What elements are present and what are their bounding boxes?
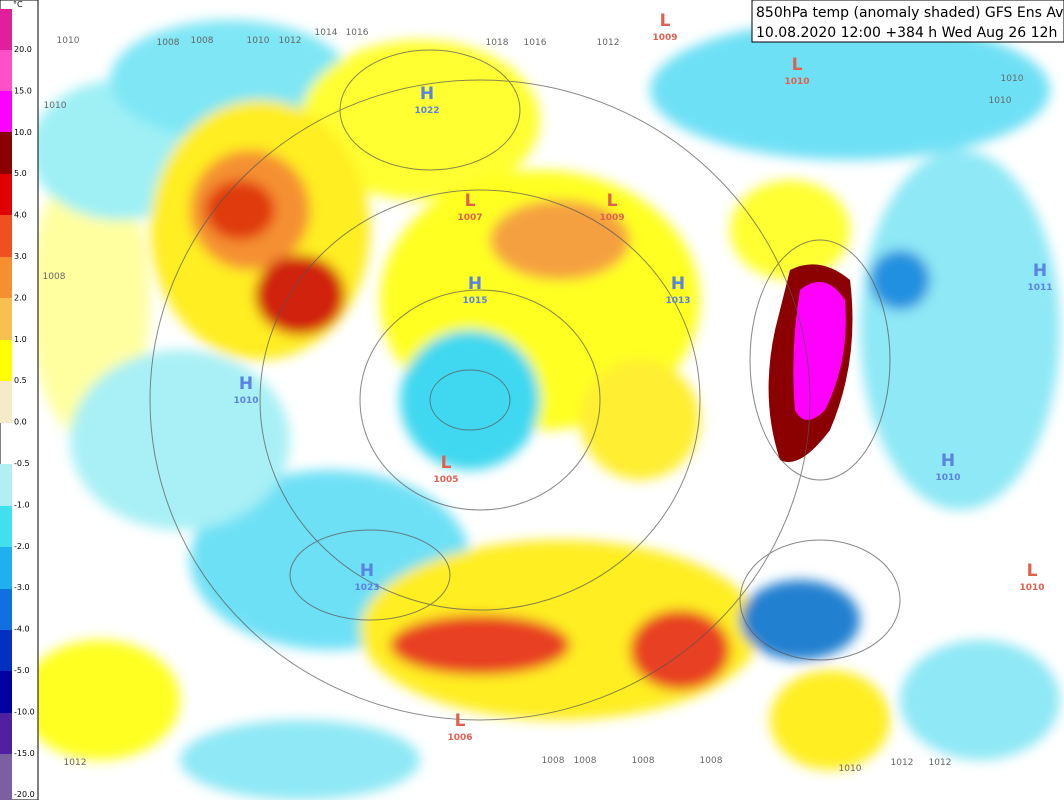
- isobar-label: 1008: [574, 756, 597, 766]
- pressure-center-value: 1023: [354, 583, 379, 593]
- pressure-center-value: 1010: [784, 77, 809, 87]
- pressure-center-value: 1010: [935, 473, 960, 483]
- legend-label: -2.0: [14, 542, 30, 551]
- isobar-label: 1008: [700, 756, 723, 766]
- isobar-label: 1016: [346, 28, 369, 38]
- isobar-label: 1008: [157, 38, 180, 48]
- isobar-label: 1014: [315, 28, 338, 38]
- isobar-label: 1016: [524, 38, 547, 48]
- legend-unit: °C: [13, 0, 23, 9]
- legend-label: 3.0: [14, 252, 27, 261]
- isobar-label: 1008: [191, 36, 214, 46]
- pressure-center-value: 1011: [1027, 283, 1052, 293]
- pressure-center-type: H: [360, 561, 374, 581]
- legend-label: -4.0: [14, 625, 30, 634]
- legend-label: -3.0: [14, 583, 30, 592]
- pressure-center-value: 1022: [414, 106, 439, 116]
- pressure-center-value: 1005: [433, 475, 458, 485]
- legend-label: -0.5: [14, 459, 30, 468]
- isobar-label: 1012: [929, 758, 952, 768]
- pressure-center-value: 1010: [233, 396, 258, 406]
- isobar-label: 1010: [247, 36, 270, 46]
- isobar-label: 1010: [44, 101, 67, 111]
- siberia-heat: [768, 264, 853, 462]
- legend-label: 10.0: [14, 128, 32, 137]
- isobar-label: 1008: [542, 756, 565, 766]
- pressure-center-value: 1009: [599, 213, 624, 223]
- title-line-2: 10.08.2020 12:00 +384 h Wed Aug 26 12h: [756, 25, 1057, 41]
- pressure-center-type: L: [441, 453, 452, 473]
- pressure-center-type: L: [792, 55, 803, 75]
- title-line-1: 850hPa temp (anomaly shaded) GFS Ens Avg: [756, 5, 1064, 21]
- isobar-label: 1010: [989, 96, 1012, 106]
- legend-label: 4.0: [14, 211, 27, 220]
- pressure-center-type: L: [1027, 561, 1038, 581]
- legend-label: 2.0: [14, 293, 27, 302]
- pressure-center-type: H: [671, 274, 685, 294]
- anomaly-shading: [20, 20, 1060, 800]
- pressure-center-value: 1015: [462, 296, 487, 306]
- isobars: [149, 49, 901, 721]
- pressure-center-value: 1010: [1019, 583, 1044, 593]
- legend-label: -1.0: [14, 500, 30, 509]
- isobar-label: 1008: [632, 756, 655, 766]
- isobar-label: 1012: [891, 758, 914, 768]
- legend-label: 0.5: [14, 376, 27, 385]
- isobar-label: 1010: [57, 36, 80, 46]
- legend-label: -20.0: [14, 790, 35, 799]
- isobar-label: 1012: [64, 758, 87, 768]
- legend-label: 20.0: [14, 45, 32, 54]
- pressure-center-type: H: [1033, 261, 1047, 281]
- title-box: [751, 0, 1064, 43]
- pressure-center-type: L: [607, 191, 618, 211]
- pressure-center-type: H: [941, 451, 955, 471]
- legend-label: -5.0: [14, 666, 30, 675]
- pressure-center-type: H: [420, 84, 434, 104]
- legend-label: -10.0: [14, 707, 35, 716]
- isobar-label: 1010: [1001, 74, 1024, 84]
- pressure-center-type: H: [239, 374, 253, 394]
- pressure-center-value: 1013: [665, 296, 690, 306]
- isobar-label: 1008: [43, 272, 66, 282]
- isobar-label: 1012: [279, 36, 302, 46]
- isobar-label: 1018: [486, 38, 509, 48]
- pressure-center-value: 1007: [457, 213, 482, 223]
- pressure-center-value: 1009: [652, 33, 677, 43]
- legend-label: 15.0: [14, 86, 32, 95]
- legend-label: 0.0: [14, 418, 27, 427]
- legend-label: -15.0: [14, 749, 35, 758]
- legend-label: 1.0: [14, 335, 27, 344]
- isobar-label: 1012: [597, 38, 620, 48]
- pressure-center-value: 1006: [447, 733, 472, 743]
- color-bar: °C: [0, 0, 39, 800]
- pressure-center-type: L: [455, 711, 466, 731]
- pressure-center-type: H: [468, 274, 482, 294]
- isobar-label: 1010: [839, 764, 862, 774]
- legend-label: 5.0: [14, 169, 27, 178]
- pressure-center-type: L: [465, 191, 476, 211]
- pressure-center-type: L: [660, 11, 671, 31]
